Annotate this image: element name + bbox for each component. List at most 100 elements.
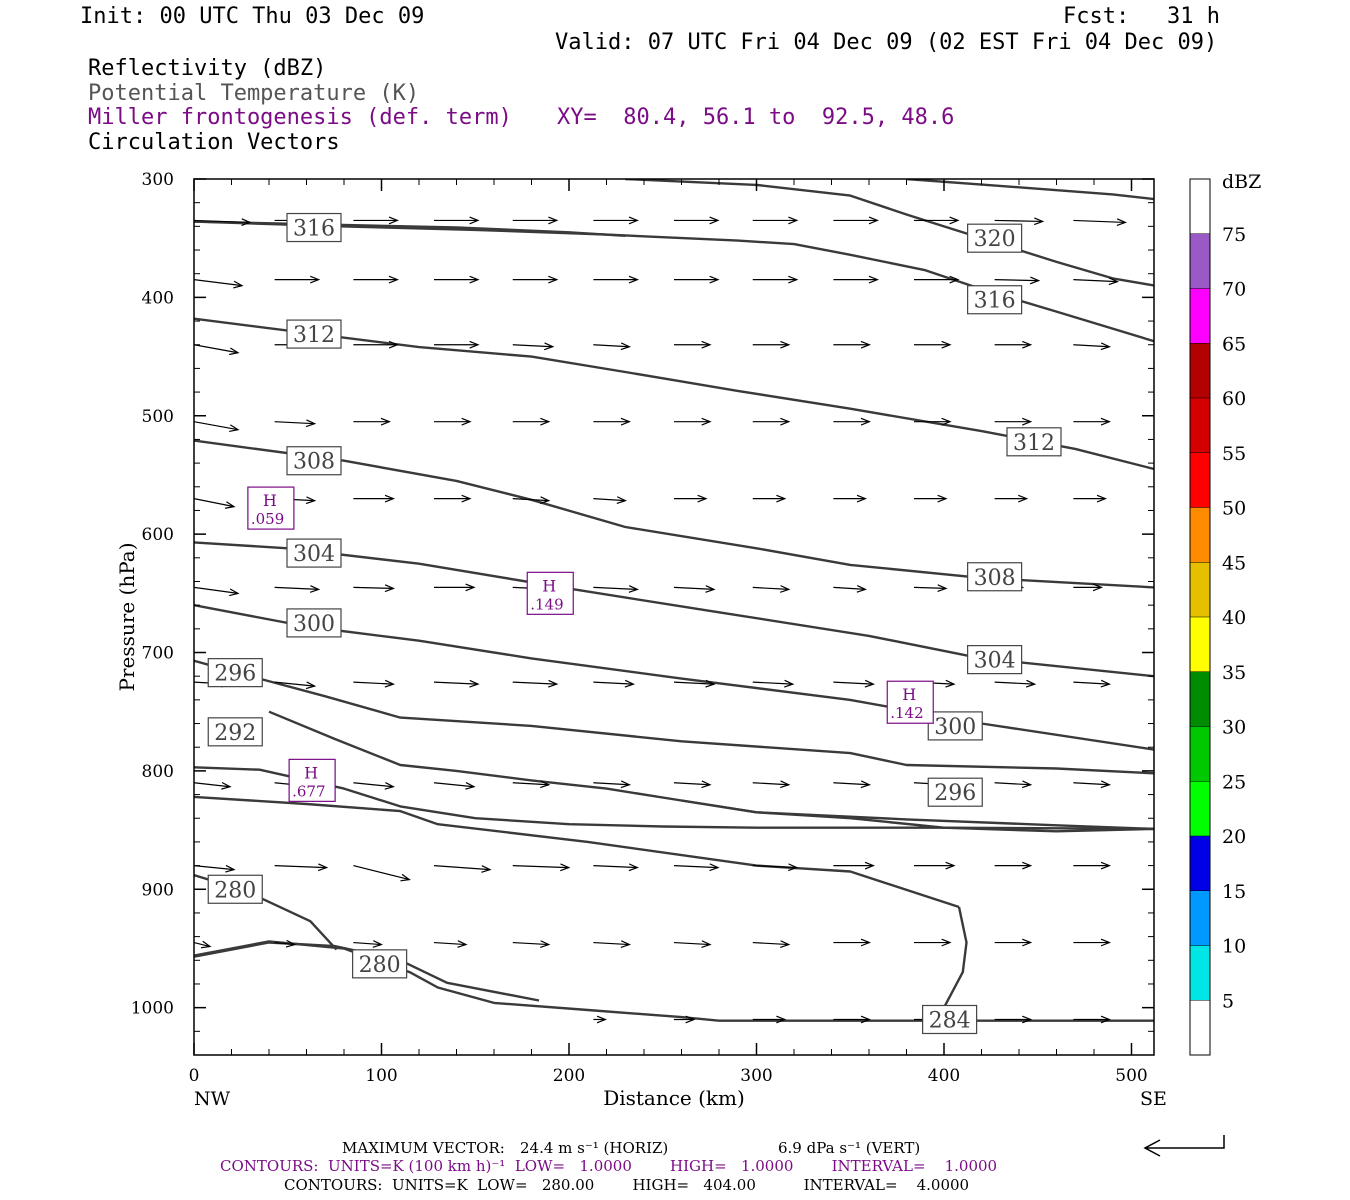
y-tick-label: 300 bbox=[142, 170, 174, 190]
vector-head bbox=[305, 681, 317, 690]
vector-head bbox=[560, 863, 571, 872]
colorbar-segment bbox=[1190, 179, 1210, 234]
frontogenesis-box bbox=[247, 486, 295, 530]
circulation-vector bbox=[1073, 417, 1111, 426]
y-axis-label: Pressure (hPa) bbox=[115, 543, 139, 692]
isentrope-label-text: 320 bbox=[974, 227, 1016, 252]
circulation-vector bbox=[674, 1015, 696, 1024]
vector-shaft bbox=[353, 586, 394, 590]
vector-shaft bbox=[433, 941, 467, 946]
colorbar-label: 70 bbox=[1222, 279, 1246, 301]
vector-head bbox=[788, 275, 799, 284]
vector-head bbox=[705, 585, 716, 593]
vector-head bbox=[941, 417, 952, 426]
vector-head bbox=[856, 585, 867, 593]
vector-head bbox=[860, 1015, 871, 1024]
vector-shaft bbox=[994, 681, 1035, 685]
field-circulation-vectors: Circulation Vectors bbox=[88, 130, 340, 155]
circulation-vector bbox=[674, 494, 708, 503]
vector-shaft bbox=[833, 782, 870, 786]
isentrope-308 bbox=[194, 439, 1154, 589]
isentrope-label: 316 bbox=[967, 285, 1023, 315]
vector-shaft bbox=[194, 586, 239, 594]
circulation-vector bbox=[673, 780, 712, 789]
vector-head bbox=[701, 780, 712, 789]
circulation-vector bbox=[914, 417, 952, 426]
vector-shaft bbox=[593, 864, 638, 869]
circulation-vector bbox=[1073, 494, 1107, 503]
vector-shaft bbox=[1073, 279, 1118, 283]
isentrope-label-box bbox=[286, 212, 342, 243]
x-tick-label: 400 bbox=[928, 1066, 960, 1086]
circulation-vector bbox=[512, 417, 551, 426]
circulation-vector bbox=[512, 216, 559, 225]
vector-head bbox=[1100, 342, 1111, 351]
circulation-vector bbox=[512, 780, 551, 789]
field-frontogenesis: Miller frontogenesis (def. term) bbox=[88, 105, 512, 130]
circulation-vector bbox=[833, 938, 871, 947]
vector-head bbox=[949, 216, 960, 225]
isentrope-label-box bbox=[1006, 427, 1062, 457]
vector-shaft bbox=[274, 941, 295, 946]
circulation-vector bbox=[914, 275, 960, 284]
isentrope-284 bbox=[194, 940, 1154, 1022]
circulation-vector bbox=[914, 494, 948, 503]
isentrope-label: 304 bbox=[967, 645, 1023, 675]
vector-head bbox=[701, 417, 712, 426]
vector-head bbox=[628, 863, 639, 872]
vector-head bbox=[628, 585, 639, 593]
vector-head bbox=[1100, 938, 1111, 947]
colorbar-segment bbox=[1190, 726, 1210, 782]
vector-head bbox=[856, 494, 867, 503]
vector-shaft bbox=[512, 782, 549, 786]
circulation-vector bbox=[434, 275, 480, 284]
x-tick-label: 100 bbox=[365, 1066, 397, 1086]
vector-head bbox=[705, 679, 716, 688]
vector-head bbox=[620, 342, 631, 351]
vector-shaft bbox=[593, 586, 638, 591]
vector-head bbox=[864, 861, 875, 870]
max-vector-horizontal: 24.4 m s⁻¹ (HORIZ) bbox=[520, 1139, 669, 1157]
vector-head bbox=[469, 340, 480, 349]
isentrope-label-box bbox=[207, 874, 263, 904]
isentrope-label-text: 284 bbox=[929, 1008, 971, 1033]
circulation-vector bbox=[994, 679, 1037, 688]
vector-head bbox=[1022, 1015, 1033, 1024]
vector-head bbox=[310, 275, 321, 284]
vector-head bbox=[384, 782, 395, 790]
vector-head bbox=[1100, 417, 1111, 426]
isentrope-label-box bbox=[286, 608, 342, 638]
vector-shaft bbox=[512, 941, 549, 946]
vector-head bbox=[388, 340, 399, 349]
colorbar-label: 50 bbox=[1222, 498, 1246, 520]
vector-head bbox=[388, 216, 399, 225]
frontogenesis-value: .149 bbox=[530, 595, 563, 613]
circulation-vector bbox=[593, 275, 639, 284]
vector-head bbox=[780, 585, 791, 593]
y-tick-label: 1000 bbox=[131, 999, 174, 1019]
vector-head bbox=[788, 216, 799, 225]
circulation-vector bbox=[194, 498, 236, 509]
y-tick-label: 900 bbox=[142, 880, 174, 900]
circulation-vector bbox=[752, 863, 799, 872]
vector-shaft bbox=[274, 681, 315, 687]
vector-shaft bbox=[593, 344, 630, 348]
circulation-vector bbox=[1073, 1015, 1111, 1024]
vector-shaft bbox=[752, 864, 797, 869]
isentrope-label-text: 312 bbox=[1013, 431, 1055, 456]
frontogenesis-box bbox=[288, 758, 336, 802]
vector-shaft bbox=[274, 586, 319, 591]
x-axis-end-label: SE bbox=[1140, 1088, 1167, 1110]
circulation-vector bbox=[752, 679, 795, 688]
colorbar-label: 65 bbox=[1222, 333, 1246, 355]
frontogenesis-box bbox=[886, 680, 934, 724]
vector-shaft bbox=[194, 421, 239, 431]
circulation-vector bbox=[913, 584, 948, 593]
circulation-vector bbox=[593, 863, 639, 872]
circulation-vector bbox=[593, 216, 639, 225]
circulation-vector bbox=[994, 417, 1033, 426]
vector-head bbox=[1022, 938, 1033, 947]
vector-head bbox=[1100, 780, 1111, 789]
circulation-vector bbox=[1073, 938, 1111, 947]
